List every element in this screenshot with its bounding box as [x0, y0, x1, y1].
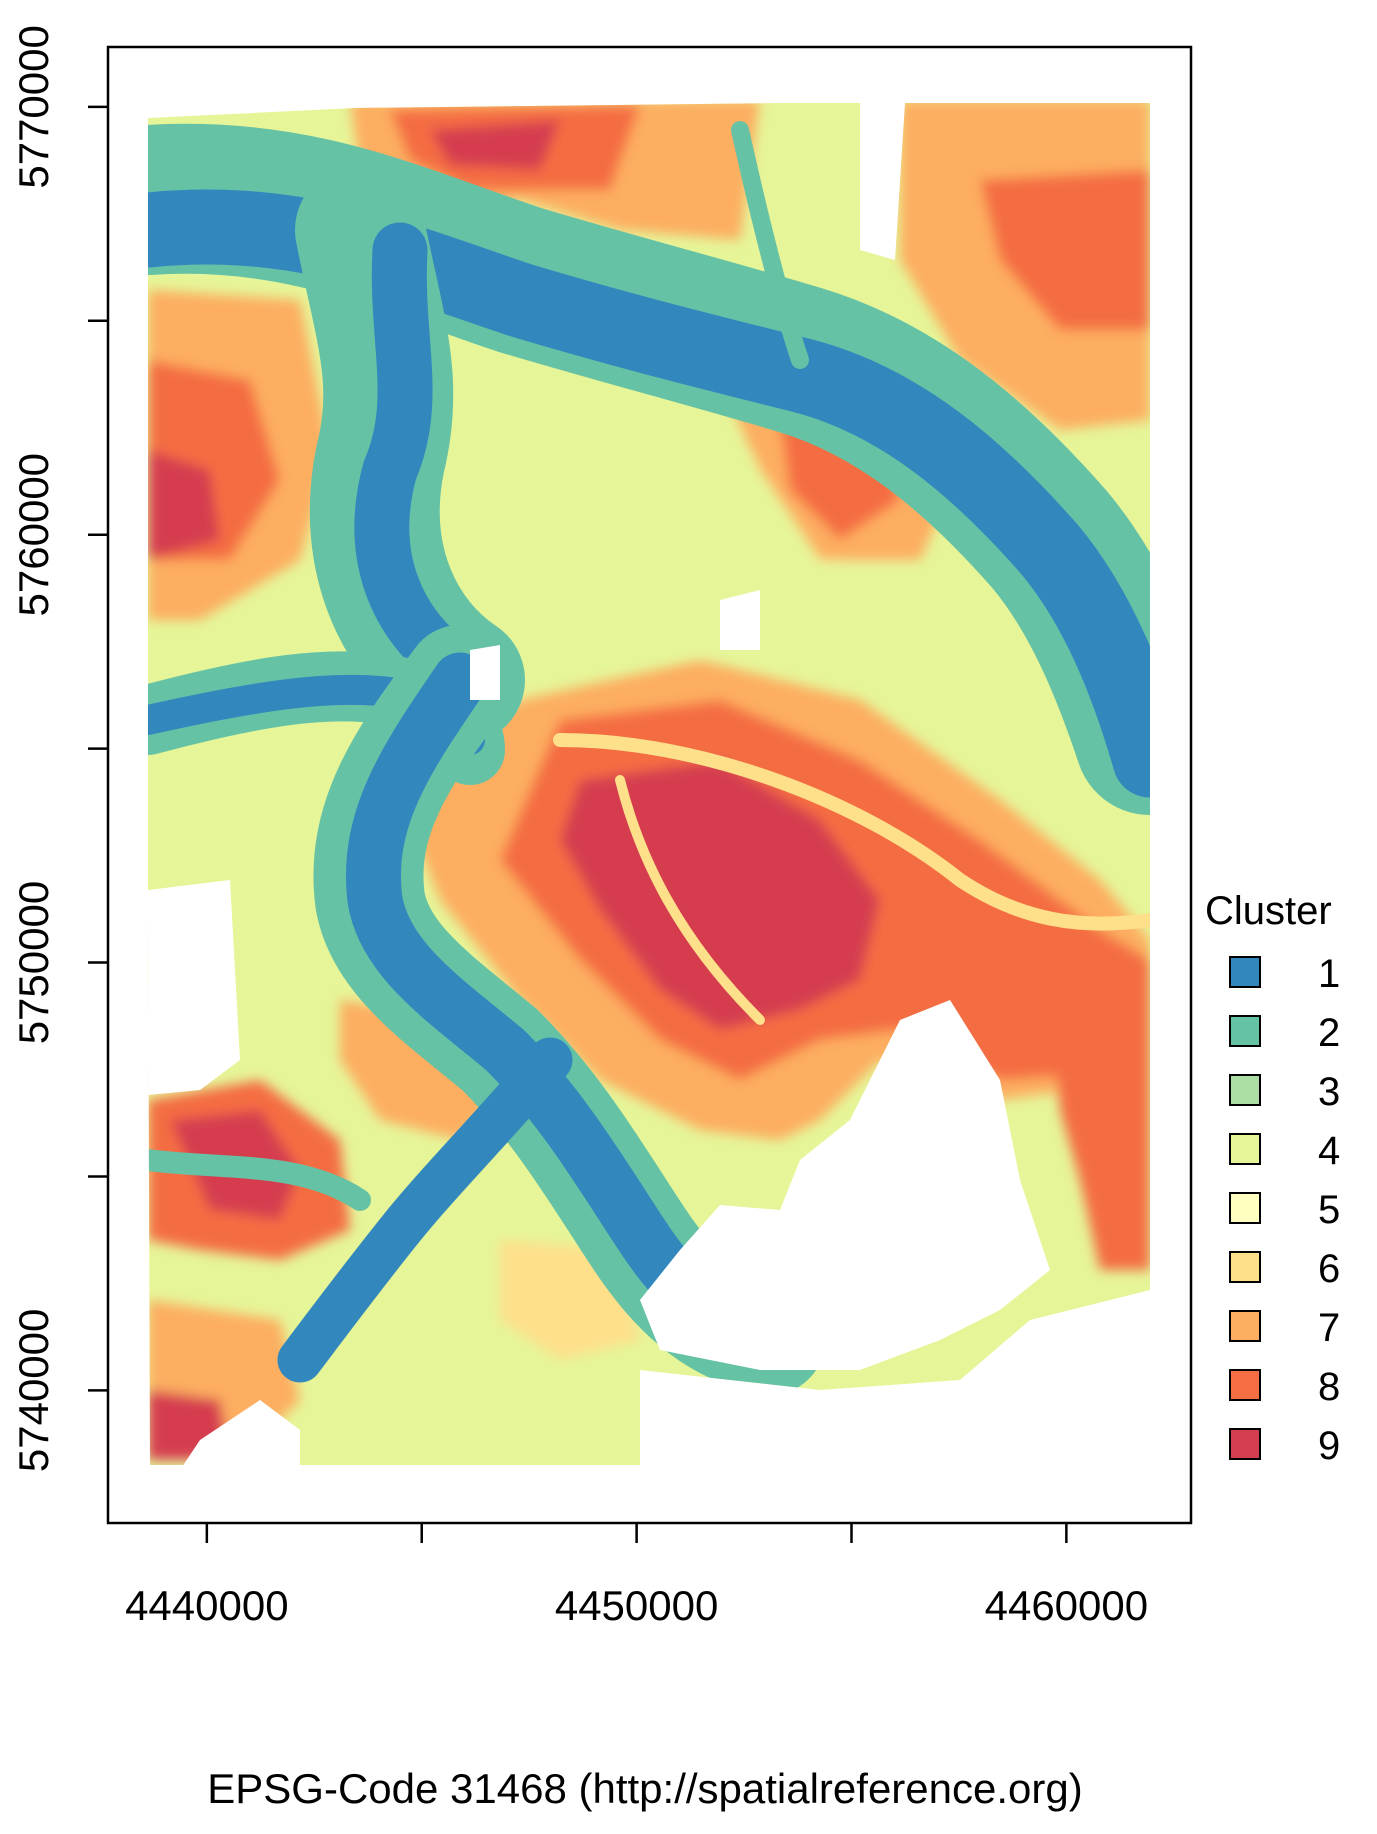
legend-label-2: 2	[1318, 1011, 1340, 1055]
legend-swatch-9	[1229, 1428, 1261, 1460]
x-axis: 4440000 4450000 4460000	[125, 1523, 1148, 1629]
legend-swatch-6	[1229, 1251, 1261, 1283]
legend-swatch-8	[1229, 1369, 1261, 1401]
legend-label-4: 4	[1318, 1129, 1340, 1173]
legend-label-9: 9	[1318, 1424, 1340, 1468]
x-tick-label: 4460000	[985, 1582, 1149, 1629]
x-tick-label: 4440000	[125, 1582, 289, 1629]
legend-swatch-1	[1229, 956, 1261, 988]
y-tick-label: 5760000	[10, 453, 57, 617]
y-tick-label: 5750000	[10, 881, 57, 1045]
legend-swatch-2	[1229, 1015, 1261, 1047]
y-tick-label: 5770000	[10, 25, 57, 189]
legend-swatch-3	[1229, 1074, 1261, 1106]
legend-label-3: 3	[1318, 1070, 1340, 1114]
legend-label-7: 7	[1318, 1306, 1340, 1350]
legend-label-1: 1	[1318, 952, 1340, 996]
legend-swatch-4	[1229, 1133, 1261, 1165]
legend: Cluster 1 2 3 4 5 6 7 8 9	[1205, 889, 1340, 1468]
plot-frame	[106, 45, 1193, 1525]
legend-swatch-5	[1229, 1192, 1261, 1224]
legend-swatch-7	[1229, 1310, 1261, 1342]
x-tick-label: 4450000	[555, 1582, 719, 1629]
legend-label-6: 6	[1318, 1247, 1340, 1291]
legend-label-5: 5	[1318, 1188, 1340, 1232]
legend-title: Cluster	[1205, 889, 1332, 933]
x-axis-label: EPSG-Code 31468 (http://spatialreference…	[207, 1765, 1082, 1812]
y-axis: 5740000 5750000 5760000 5770000	[10, 25, 108, 1472]
y-tick-label: 5740000	[10, 1309, 57, 1473]
cluster-raster	[148, 103, 1150, 1465]
legend-label-8: 8	[1318, 1365, 1340, 1409]
